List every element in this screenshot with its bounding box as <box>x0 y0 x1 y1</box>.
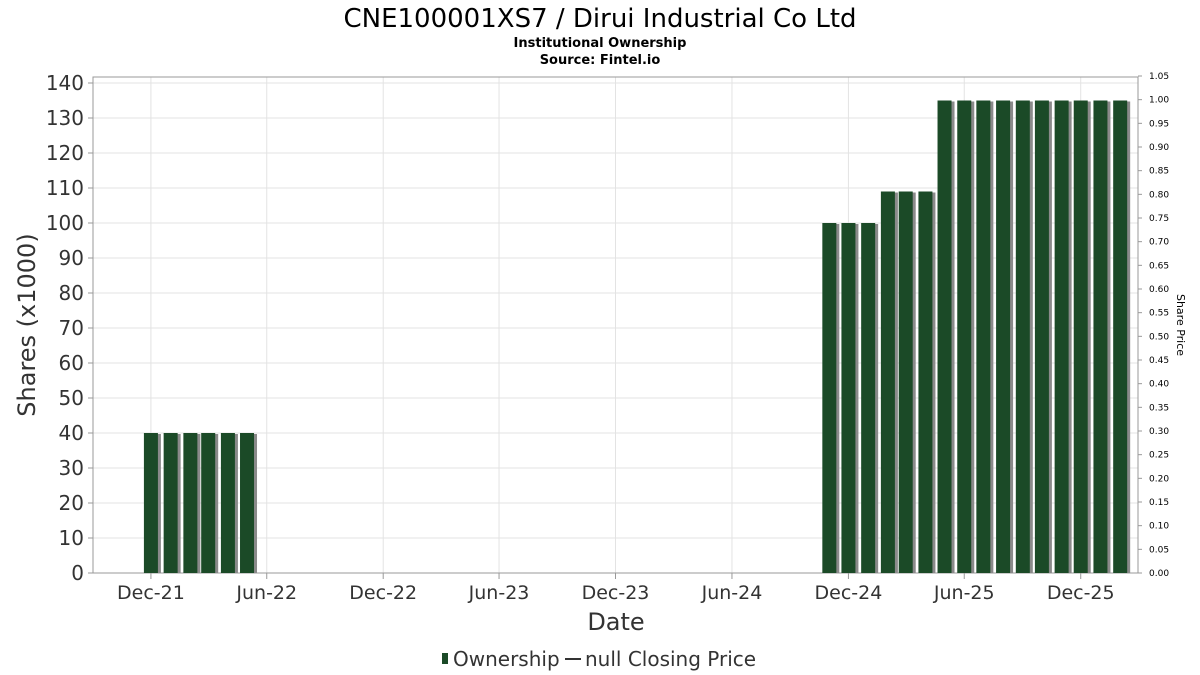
ownership-bar <box>1073 100 1088 573</box>
ownership-bar <box>880 191 895 573</box>
y-tick-label: 100 <box>46 211 84 235</box>
x-tick-label: Jun-22 <box>235 582 297 604</box>
ownership-bar <box>976 100 991 573</box>
y2-tick-label: 0.60 <box>1149 285 1169 295</box>
y-tick-label: 90 <box>59 246 84 270</box>
ownership-bar <box>957 100 972 573</box>
y-tick-label: 110 <box>46 176 84 200</box>
ownership-bar <box>1054 100 1069 573</box>
ownership-bar <box>1034 100 1049 573</box>
ownership-bar <box>1093 100 1108 573</box>
ownership-bar <box>183 433 198 573</box>
legend-price-label: null Closing Price <box>585 647 756 671</box>
x-tick-label: Jun-24 <box>701 582 763 604</box>
y-axis-label: Shares (x1000) <box>13 233 41 416</box>
ownership-bar <box>841 223 856 573</box>
y-tick-label: 50 <box>59 386 84 410</box>
x-tick-label: Dec-23 <box>582 582 650 604</box>
y2-tick-label: 0.75 <box>1149 214 1169 224</box>
ownership-bar <box>201 433 216 573</box>
y2-tick-label: 0.55 <box>1149 309 1169 319</box>
y2-tick-label: 0.90 <box>1149 143 1169 153</box>
y2-tick-label: 0.95 <box>1149 119 1169 129</box>
ownership-bar <box>937 100 952 573</box>
y-tick-label: 0 <box>71 561 84 585</box>
y2-axis-ticks: 0.00 0.05 0.10 0.15 0.20 0.25 0.30 0.35 0.40 0.45… <box>1138 72 1169 579</box>
y2-tick-label: 1.00 <box>1149 96 1169 106</box>
y-axis-ticks: 0 10 20 30 40 50 60 70 80 90 100 110 120 130 140 <box>46 71 93 585</box>
ownership-bar <box>861 223 876 573</box>
ownership-bar <box>996 100 1011 573</box>
ownership-bar <box>918 191 933 573</box>
ownership-bar <box>240 433 255 573</box>
x-tick-label: Jun-25 <box>933 582 995 604</box>
y2-tick-label: 0.10 <box>1149 522 1169 532</box>
y2-tick-label: 0.80 <box>1149 190 1169 200</box>
y2-tick-label: 0.35 <box>1149 403 1169 413</box>
y2-tick-label: 0.65 <box>1149 261 1169 271</box>
bars <box>143 100 1131 573</box>
y2-tick-label: 1.05 <box>1149 72 1169 82</box>
y2-tick-label: 0.05 <box>1149 545 1169 555</box>
y-tick-label: 70 <box>59 316 84 340</box>
y2-tick-label: 0.20 <box>1149 474 1169 484</box>
y2-tick-label: 0.85 <box>1149 167 1169 177</box>
ownership-bar <box>163 433 178 573</box>
y-tick-label: 120 <box>46 141 84 165</box>
chart-source: Source: Fintel.io <box>540 53 661 68</box>
y2-axis-label: Share Price <box>1174 294 1187 356</box>
ownership-bar <box>822 223 837 573</box>
ownership-bar <box>143 433 158 573</box>
y-tick-label: 60 <box>59 351 84 375</box>
x-tick-label: Dec-21 <box>117 582 185 604</box>
y2-tick-label: 0.50 <box>1149 332 1169 342</box>
y2-tick-label: 0.00 <box>1149 569 1169 579</box>
legend-ownership-label: Ownership <box>453 647 560 671</box>
ownership-bar <box>1113 100 1128 573</box>
x-tick-label: Jun-23 <box>468 582 530 604</box>
x-tick-label: Dec-22 <box>349 582 417 604</box>
ownership-bar <box>1015 100 1030 573</box>
y-tick-label: 10 <box>59 526 84 550</box>
y2-tick-label: 0.40 <box>1149 380 1169 390</box>
ownership-bar <box>898 191 913 573</box>
y-tick-label: 140 <box>46 71 84 95</box>
x-tick-label: Dec-25 <box>1047 582 1115 604</box>
y2-tick-label: 0.45 <box>1149 356 1169 366</box>
y2-tick-label: 0.25 <box>1149 451 1169 461</box>
y-tick-label: 20 <box>59 491 84 515</box>
y2-tick-label: 0.15 <box>1149 498 1169 508</box>
legend: Ownership null Closing Price <box>442 647 756 671</box>
chart-title: CNE100001XS7 / Dirui Industrial Co Ltd <box>343 4 856 34</box>
y2-tick-label: 0.70 <box>1149 238 1169 248</box>
legend-ownership-swatch <box>442 653 448 664</box>
chart-subtitle: Institutional Ownership <box>514 36 687 51</box>
y-tick-label: 30 <box>59 456 84 480</box>
y2-tick-label: 0.30 <box>1149 427 1169 437</box>
x-axis-label: Date <box>587 608 644 636</box>
y-tick-label: 40 <box>59 421 84 445</box>
ownership-bar <box>220 433 235 573</box>
x-tick-label: Dec-24 <box>815 582 883 604</box>
x-axis-ticks: Dec-21 Jun-22 Dec-22 Jun-23 Dec-23 Jun-24 Dec-… <box>117 573 1115 604</box>
y-tick-label: 130 <box>46 106 84 130</box>
y-tick-label: 80 <box>59 281 84 305</box>
